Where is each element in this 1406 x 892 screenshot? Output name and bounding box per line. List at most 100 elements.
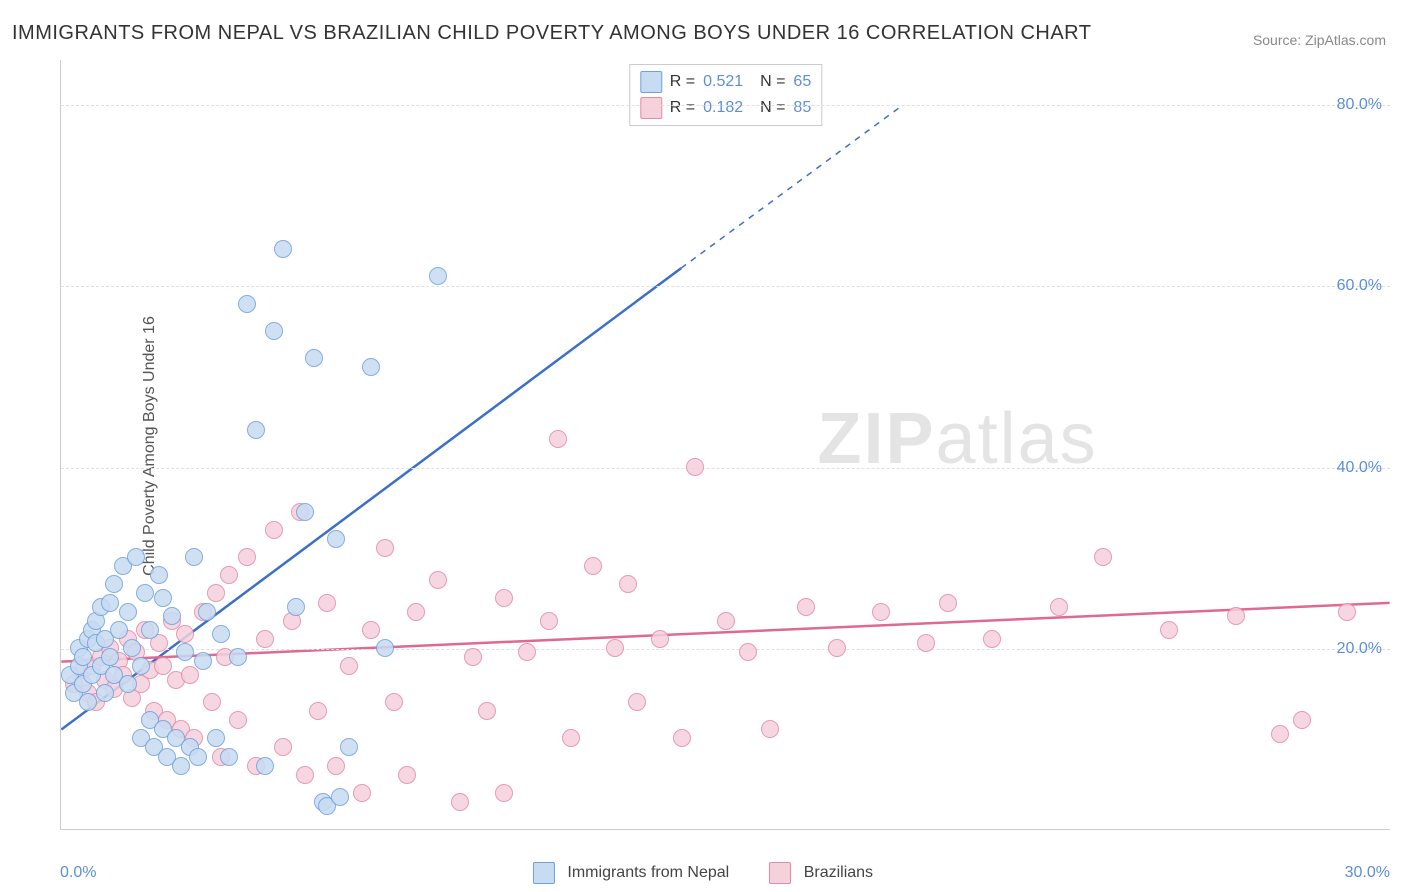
data-point-nepal (212, 625, 230, 643)
data-point-brazil (451, 793, 469, 811)
data-point-brazil (464, 648, 482, 666)
data-point-nepal (154, 589, 172, 607)
data-point-brazil (628, 693, 646, 711)
data-point-nepal (132, 657, 150, 675)
data-point-nepal (265, 322, 283, 340)
data-point-brazil (265, 521, 283, 539)
source-link[interactable]: ZipAtlas.com (1305, 32, 1386, 48)
data-point-nepal (198, 603, 216, 621)
data-point-nepal (376, 639, 394, 657)
data-point-nepal (185, 548, 203, 566)
chart-container: IMMIGRANTS FROM NEPAL VS BRAZILIAN CHILD… (0, 0, 1406, 892)
data-point-brazil (274, 738, 292, 756)
data-point-nepal (119, 675, 137, 693)
data-point-nepal (256, 757, 274, 775)
n-label: N = (751, 73, 785, 91)
data-point-brazil (1271, 725, 1289, 743)
swatch-brazil (769, 862, 791, 884)
correlation-row-nepal: R = 0.521 N = 65 (640, 69, 811, 95)
data-point-nepal (150, 566, 168, 584)
y-tick-label: 60.0% (1337, 277, 1382, 295)
data-point-brazil (761, 720, 779, 738)
r-label: R = (670, 99, 695, 117)
data-point-nepal (340, 738, 358, 756)
data-point-nepal (101, 648, 119, 666)
data-point-nepal (163, 607, 181, 625)
legend-item-nepal: Immigrants from Nepal (533, 862, 729, 884)
data-point-nepal (141, 621, 159, 639)
legend-label-nepal: Immigrants from Nepal (567, 864, 729, 881)
data-point-nepal (247, 421, 265, 439)
data-point-nepal (274, 240, 292, 258)
r-value-nepal: 0.521 (703, 73, 743, 91)
n-label: N = (751, 99, 785, 117)
data-point-brazil (1094, 548, 1112, 566)
data-point-brazil (872, 603, 890, 621)
data-point-brazil (606, 639, 624, 657)
data-point-brazil (983, 630, 1001, 648)
gridline (61, 105, 1390, 106)
data-point-nepal (287, 598, 305, 616)
data-point-nepal (296, 503, 314, 521)
data-point-nepal (362, 358, 380, 376)
data-point-brazil (340, 657, 358, 675)
x-tick-min: 0.0% (60, 864, 96, 882)
data-point-brazil (203, 693, 221, 711)
data-point-brazil (256, 630, 274, 648)
data-point-nepal (207, 729, 225, 747)
data-point-brazil (362, 621, 380, 639)
y-tick-label: 40.0% (1337, 459, 1382, 477)
data-point-brazil (540, 612, 558, 630)
legend-item-brazil: Brazilians (769, 862, 873, 884)
data-point-nepal (79, 693, 97, 711)
data-point-nepal (176, 643, 194, 661)
n-value-brazil: 85 (793, 99, 811, 117)
swatch-nepal (533, 862, 555, 884)
data-point-brazil (429, 571, 447, 589)
source-label: Source: (1253, 32, 1301, 48)
data-point-brazil (176, 625, 194, 643)
data-point-brazil (1227, 607, 1245, 625)
data-point-nepal (429, 267, 447, 285)
r-value-brazil: 0.182 (703, 99, 743, 117)
data-point-brazil (917, 634, 935, 652)
data-point-brazil (1293, 711, 1311, 729)
data-point-brazil (207, 584, 225, 602)
data-point-nepal (327, 530, 345, 548)
data-point-brazil (220, 566, 238, 584)
data-point-brazil (385, 693, 403, 711)
data-point-brazil (238, 548, 256, 566)
y-tick-label: 20.0% (1337, 640, 1382, 658)
correlation-row-brazil: R = 0.182 N = 85 (640, 95, 811, 121)
data-point-brazil (327, 757, 345, 775)
data-point-brazil (478, 702, 496, 720)
data-point-nepal (105, 575, 123, 593)
data-point-brazil (549, 430, 567, 448)
swatch-brazil (640, 97, 662, 119)
data-point-brazil (518, 643, 536, 661)
data-point-brazil (686, 458, 704, 476)
data-point-nepal (194, 652, 212, 670)
data-point-brazil (229, 711, 247, 729)
data-point-nepal (123, 639, 141, 657)
x-tick-max: 30.0% (1345, 864, 1390, 882)
data-point-brazil (584, 557, 602, 575)
data-point-brazil (673, 729, 691, 747)
data-point-brazil (1160, 621, 1178, 639)
data-point-brazil (939, 594, 957, 612)
data-point-nepal (136, 584, 154, 602)
data-point-brazil (828, 639, 846, 657)
data-point-brazil (495, 589, 513, 607)
data-point-nepal (172, 757, 190, 775)
data-point-nepal (127, 548, 145, 566)
data-point-brazil (739, 643, 757, 661)
chart-title: IMMIGRANTS FROM NEPAL VS BRAZILIAN CHILD… (12, 22, 1091, 45)
plot-area: R = 0.521 N = 65 R = 0.182 N = 85 ZIPatl… (60, 60, 1390, 830)
data-point-brazil (376, 539, 394, 557)
data-point-brazil (562, 729, 580, 747)
data-point-brazil (1050, 598, 1068, 616)
data-point-brazil (318, 594, 336, 612)
gridline (61, 649, 1390, 650)
data-point-brazil (619, 575, 637, 593)
n-value-nepal: 65 (793, 73, 811, 91)
